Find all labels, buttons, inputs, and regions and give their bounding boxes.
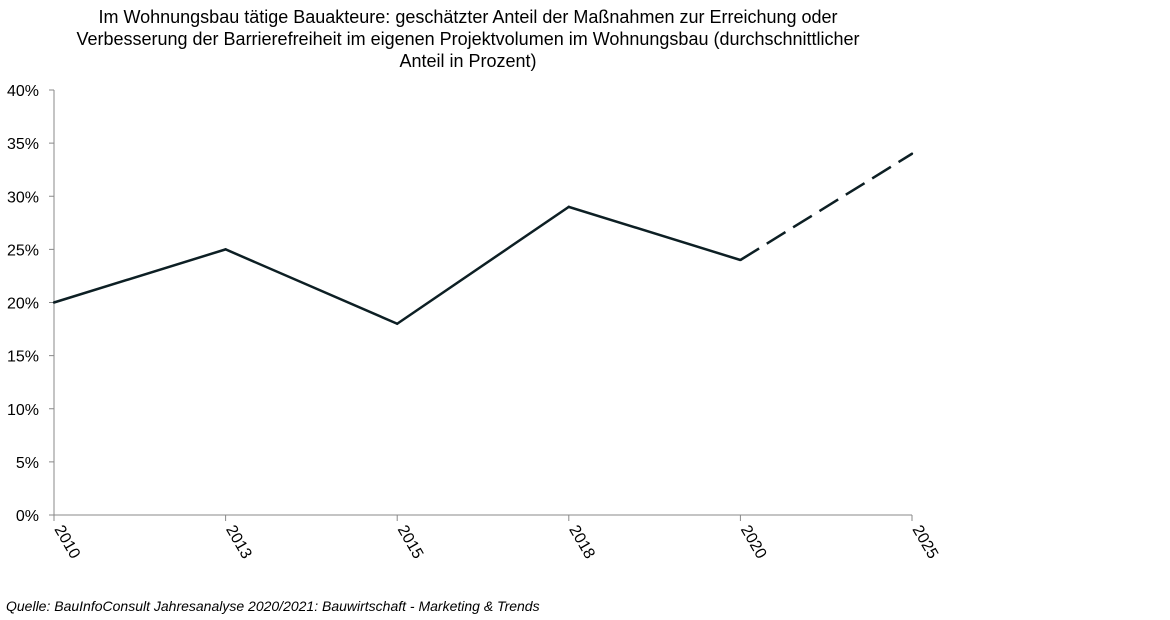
chart-title-line-3: Anteil in Prozent): [399, 51, 537, 71]
y-tick-label: 0%: [16, 508, 39, 525]
chart-title-line-1: Im Wohnungsbau tätige Bauakteure: geschä…: [98, 7, 838, 27]
data-point: [739, 258, 742, 262]
x-tick-label: 2020: [737, 523, 770, 562]
chart-title-line-2: Verbesserung der Barrierefreiheit im eig…: [76, 29, 860, 49]
source-note: Quelle: BauInfoConsult Jahresanalyse 202…: [6, 598, 540, 614]
y-tick-label: 25%: [7, 242, 39, 259]
chart-title: Im Wohnungsbau tätige Bauakteure: geschä…: [0, 6, 936, 72]
y-axis-ticks: 0% 5% 10% 15% 20% 25% 30% 35% 40%: [7, 83, 54, 525]
x-tick-label: 2025: [909, 523, 942, 562]
y-tick-label: 5%: [16, 455, 39, 472]
y-tick-label: 40%: [7, 83, 39, 100]
x-tick-label: 2010: [51, 523, 84, 562]
y-tick-label: 35%: [7, 136, 39, 153]
series-line-actual: [53, 205, 741, 326]
x-axis-ticks: 2010 2013 2015 2018 2020 2025: [51, 515, 942, 562]
y-tick-label: 15%: [7, 349, 39, 366]
data-point: [52, 301, 56, 304]
chart-axes: [53, 90, 912, 516]
y-tick-label: 20%: [7, 296, 39, 313]
series-line-forecast: [739, 152, 913, 262]
data-point: [910, 152, 914, 155]
y-tick-label: 10%: [7, 402, 39, 419]
x-tick-label: 2018: [565, 523, 598, 562]
data-point: [396, 322, 399, 325]
x-tick-label: 2015: [394, 523, 427, 562]
y-tick-label: 30%: [7, 189, 39, 206]
series-lines: [52, 152, 914, 326]
x-tick-label: 2013: [222, 523, 255, 562]
data-point: [567, 205, 570, 209]
data-point: [224, 248, 227, 251]
